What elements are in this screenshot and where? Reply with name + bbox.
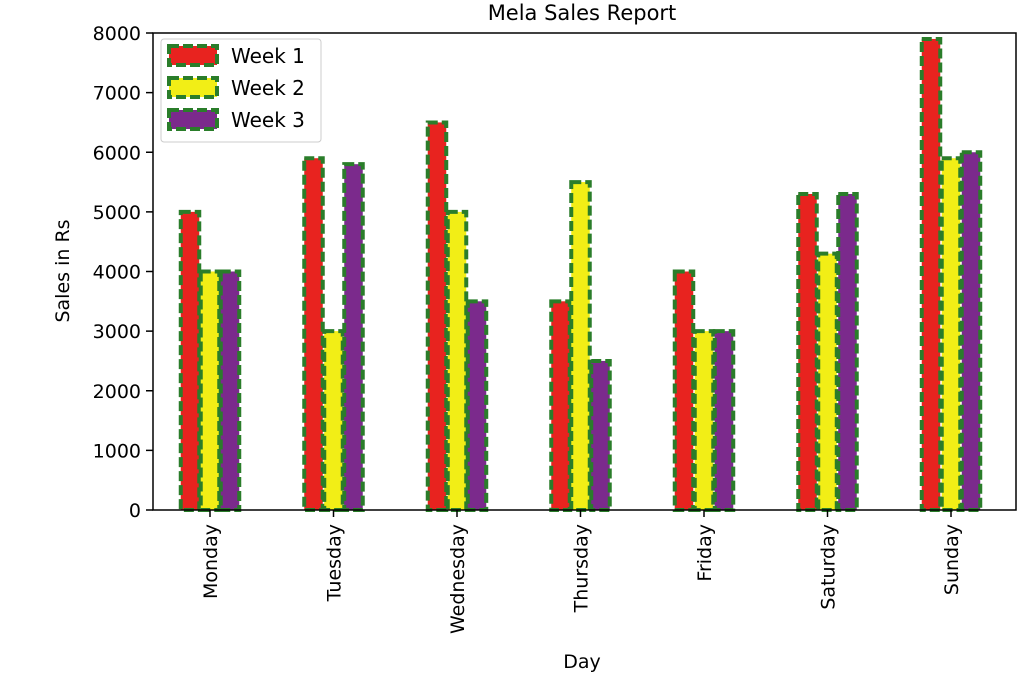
bar-week-2-monday xyxy=(198,269,222,512)
y-tick-label: 5000 xyxy=(93,202,141,224)
bar-week-3-friday xyxy=(712,329,736,512)
y-axis-title: Sales in Rs xyxy=(52,219,74,322)
bar-week-3-wednesday xyxy=(465,299,489,512)
x-tick-label-thursday: Thursday xyxy=(571,524,593,613)
y-tick-label: 0 xyxy=(129,500,141,522)
x-axis: Monday Tuesday Wednesday Thursday Friday Satu… xyxy=(200,510,963,634)
legend-swatch xyxy=(167,44,219,67)
x-tick-label-sunday: Sunday xyxy=(941,524,963,595)
y-tick-label: 4000 xyxy=(93,262,141,284)
y-tick-label: 8000 xyxy=(93,23,141,45)
legend-swatch xyxy=(167,76,219,99)
bar-week-1-saturday xyxy=(796,191,819,513)
bar-week-2-saturday xyxy=(816,251,839,513)
bar-week-3-tuesday xyxy=(342,162,365,513)
y-tick-label: 3000 xyxy=(93,321,141,343)
bar-week-2-sunday xyxy=(939,156,963,512)
bar-week-3-monday xyxy=(218,269,242,512)
legend: Week 1 Week 2 Week 3 xyxy=(160,38,322,143)
x-tick-label-friday: Friday xyxy=(694,524,716,582)
bar-week-2-friday xyxy=(692,329,716,512)
x-tick-label-monday: Monday xyxy=(200,524,222,599)
x-tick-label-saturday: Saturday xyxy=(818,524,840,610)
y-tick-label: 2000 xyxy=(93,381,141,403)
legend-label: Week 3 xyxy=(231,108,305,132)
x-axis-title: Day xyxy=(563,651,601,673)
x-tick-label-tuesday: Tuesday xyxy=(324,524,346,602)
legend-swatch xyxy=(167,108,219,131)
bar-week-1-tuesday xyxy=(302,156,325,512)
legend-item-week-2: Week 2 xyxy=(167,76,305,100)
legend-item-week-1: Week 1 xyxy=(167,44,305,68)
legend-label: Week 1 xyxy=(231,44,305,68)
bar-week-3-thursday xyxy=(589,358,612,512)
bar-week-1-sunday xyxy=(919,36,943,513)
bar-week-1-monday xyxy=(178,209,202,512)
plot-area xyxy=(178,36,983,513)
chart-title: Mela Sales Report xyxy=(488,1,677,25)
bar-week-3-saturday xyxy=(836,191,859,513)
bar-week-1-friday xyxy=(672,269,696,512)
legend-label: Week 2 xyxy=(231,76,305,100)
bar-week-1-thursday xyxy=(549,299,572,512)
y-tick-label: 6000 xyxy=(93,142,141,164)
bar-week-2-thursday xyxy=(569,180,592,512)
x-tick-label-wednesday: Wednesday xyxy=(447,524,469,634)
y-tick-label: 7000 xyxy=(93,83,141,105)
bar-week-3-sunday xyxy=(959,150,983,512)
legend-item-week-3: Week 3 xyxy=(167,108,305,132)
bar-week-2-wednesday xyxy=(445,209,469,512)
y-axis: 0 1000 2000 3000 4000 5000 6000 7000 8000 xyxy=(93,23,153,522)
bar-week-2-tuesday xyxy=(322,329,345,512)
y-tick-label: 1000 xyxy=(93,440,141,462)
bar-week-1-wednesday xyxy=(425,120,449,512)
